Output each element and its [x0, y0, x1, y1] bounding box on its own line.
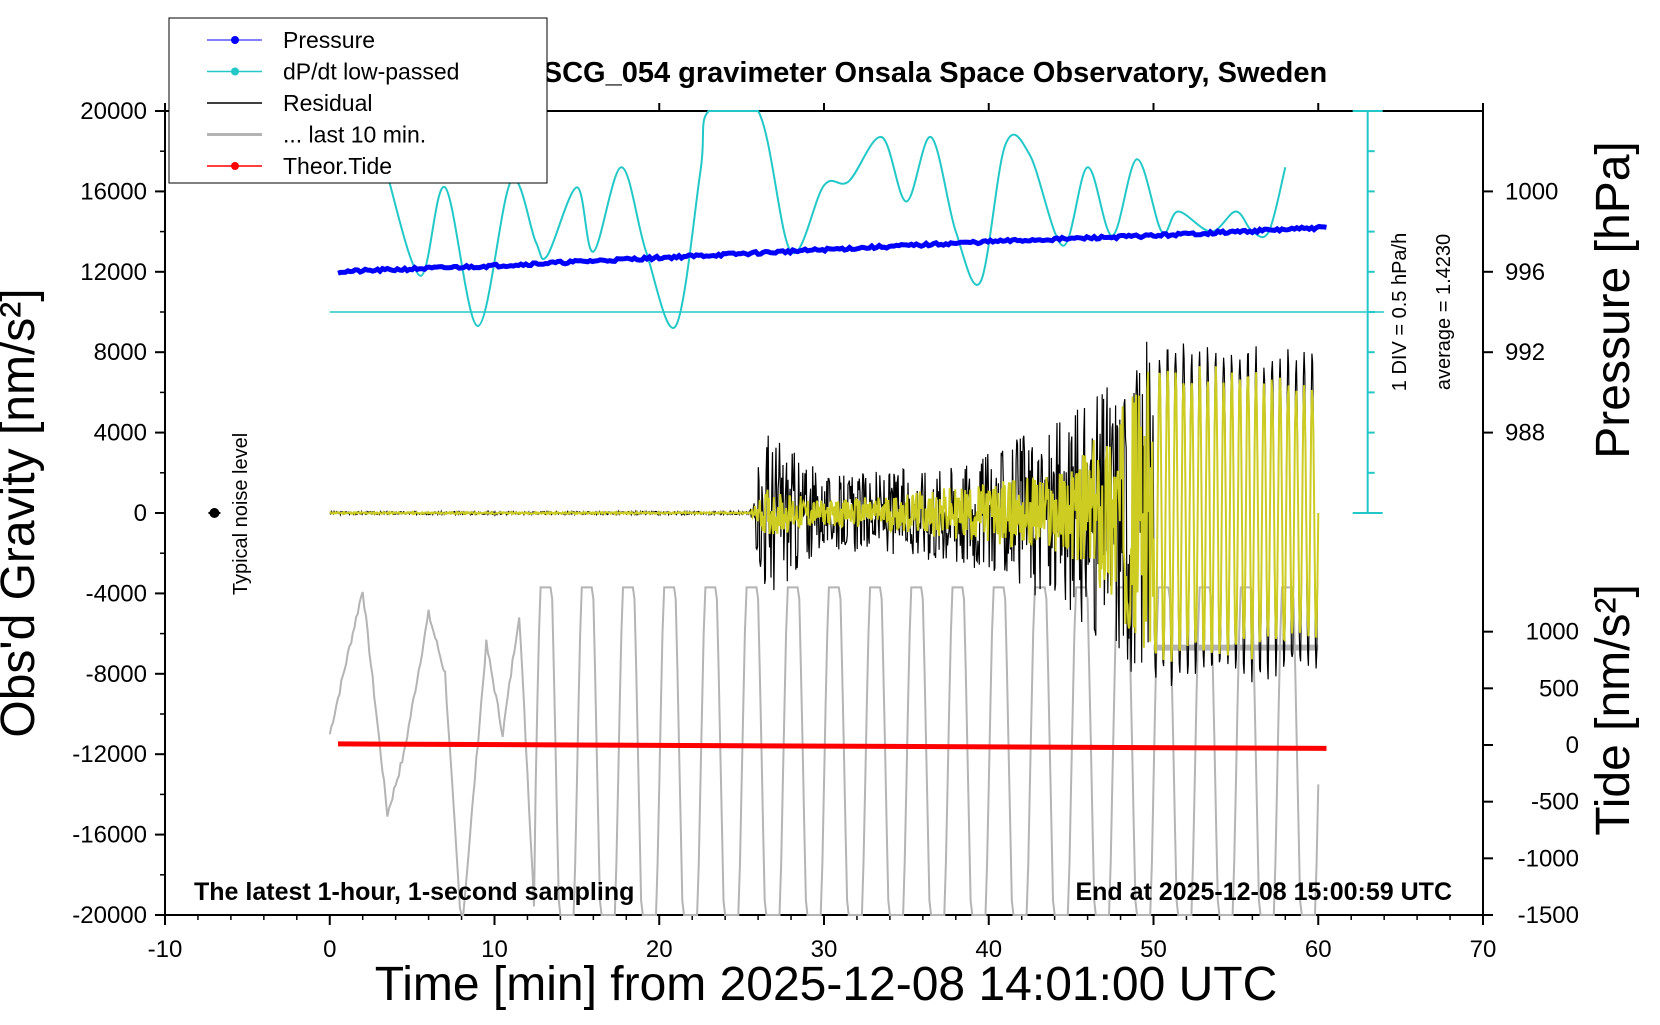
legend-label: Theor.Tide — [283, 153, 392, 179]
x-axis: -10 0 10 20 30 40 50 60 70 — [148, 103, 1497, 963]
noise-level-point — [209, 508, 220, 518]
legend-label: Residual — [283, 90, 373, 116]
y-tick-label: -4000 — [86, 580, 147, 607]
dpdt-scale-bar — [1352, 110, 1383, 514]
y-axis-label-left: Obs'd Gravity [nm/s²] — [0, 288, 45, 737]
legend-label: Pressure — [283, 27, 375, 53]
tide-tick-label: -500 — [1531, 789, 1579, 816]
x-tick-label: 0 — [323, 936, 336, 963]
y-tick-label: -8000 — [86, 661, 147, 688]
legend-label: dP/dt low-passed — [283, 59, 459, 85]
x-tick-label: 50 — [1140, 936, 1167, 963]
pressure-tick-label: 996 — [1505, 259, 1545, 286]
pressure-tick-label: 1000 — [1505, 178, 1558, 205]
y-tick-label: 0 — [134, 500, 147, 527]
legend-label: ... last 10 min. — [283, 122, 426, 148]
y-tick-label: 12000 — [80, 259, 147, 286]
x-axis-label: Time [min] from 2025-12-08 14:01:00 UTC — [375, 958, 1278, 1011]
x-tick-label: 70 — [1470, 936, 1497, 963]
y-tick-label: 4000 — [94, 420, 147, 447]
y-tick-label: 8000 — [94, 339, 147, 366]
tide-line — [337, 741, 1327, 751]
series-group — [208, 110, 1385, 916]
y-tick-label: 20000 — [80, 98, 147, 125]
legend-marker — [231, 36, 239, 44]
x-tick-label: 20 — [646, 936, 673, 963]
x-tick-label: 40 — [975, 936, 1002, 963]
last-10-min-line — [328, 586, 1320, 916]
legend: Pressure dP/dt low-passed Residual ... last… — [168, 17, 548, 184]
legend-marker — [231, 67, 239, 76]
tide-tick-label: -1500 — [1518, 902, 1579, 929]
sampling-note: The latest 1-hour, 1-second sampling — [194, 878, 634, 906]
x-tick-label: 10 — [481, 936, 508, 963]
y-axis-pressure: 1000 996 992 988 — [1483, 178, 1558, 447]
pressure-tick-label: 988 — [1505, 420, 1545, 447]
y-axis-label-tide: Tide [nm/s²] — [1587, 584, 1640, 836]
tide-tick-label: 0 — [1566, 732, 1579, 759]
end-time-note: End at 2025-12-08 15:00:59 UTC — [1075, 878, 1452, 906]
y-axis-tide: 1000 500 0 -500 -1000 -1500 — [1483, 619, 1579, 929]
chart-title: SCG_054 gravimeter Onsala Space Observat… — [543, 57, 1327, 89]
pressure-line — [337, 223, 1327, 276]
y-axis-left: 20000 16000 12000 8000 4000 0 -4000 -8000 -12000… — [72, 98, 165, 929]
div-label: 1 DIV = 0.5 hPa/h — [1389, 233, 1411, 391]
y-axis-label-pressure: Pressure [hPa] — [1587, 141, 1640, 458]
tide-tick-label: 1000 — [1526, 619, 1579, 646]
y-tick-label: 16000 — [80, 178, 147, 205]
y-tick-label: -12000 — [72, 741, 147, 768]
pressure-tick-label: 992 — [1505, 339, 1545, 366]
x-tick-label: 30 — [811, 936, 838, 963]
y-tick-label: -16000 — [72, 822, 147, 849]
tide-tick-label: -1000 — [1518, 845, 1579, 872]
legend-marker — [231, 162, 239, 170]
tide-tick-label: 500 — [1539, 675, 1579, 702]
legend-box — [168, 17, 548, 184]
filtered-residual-line — [329, 366, 1320, 662]
dpdt-line — [386, 110, 1287, 329]
y-tick-label: -20000 — [72, 902, 147, 929]
average-label: average = 1.4230 — [1433, 234, 1455, 390]
x-tick-label: 60 — [1305, 936, 1332, 963]
noise-level-label: Typical noise level — [230, 433, 252, 595]
x-tick-label: -10 — [148, 936, 183, 963]
